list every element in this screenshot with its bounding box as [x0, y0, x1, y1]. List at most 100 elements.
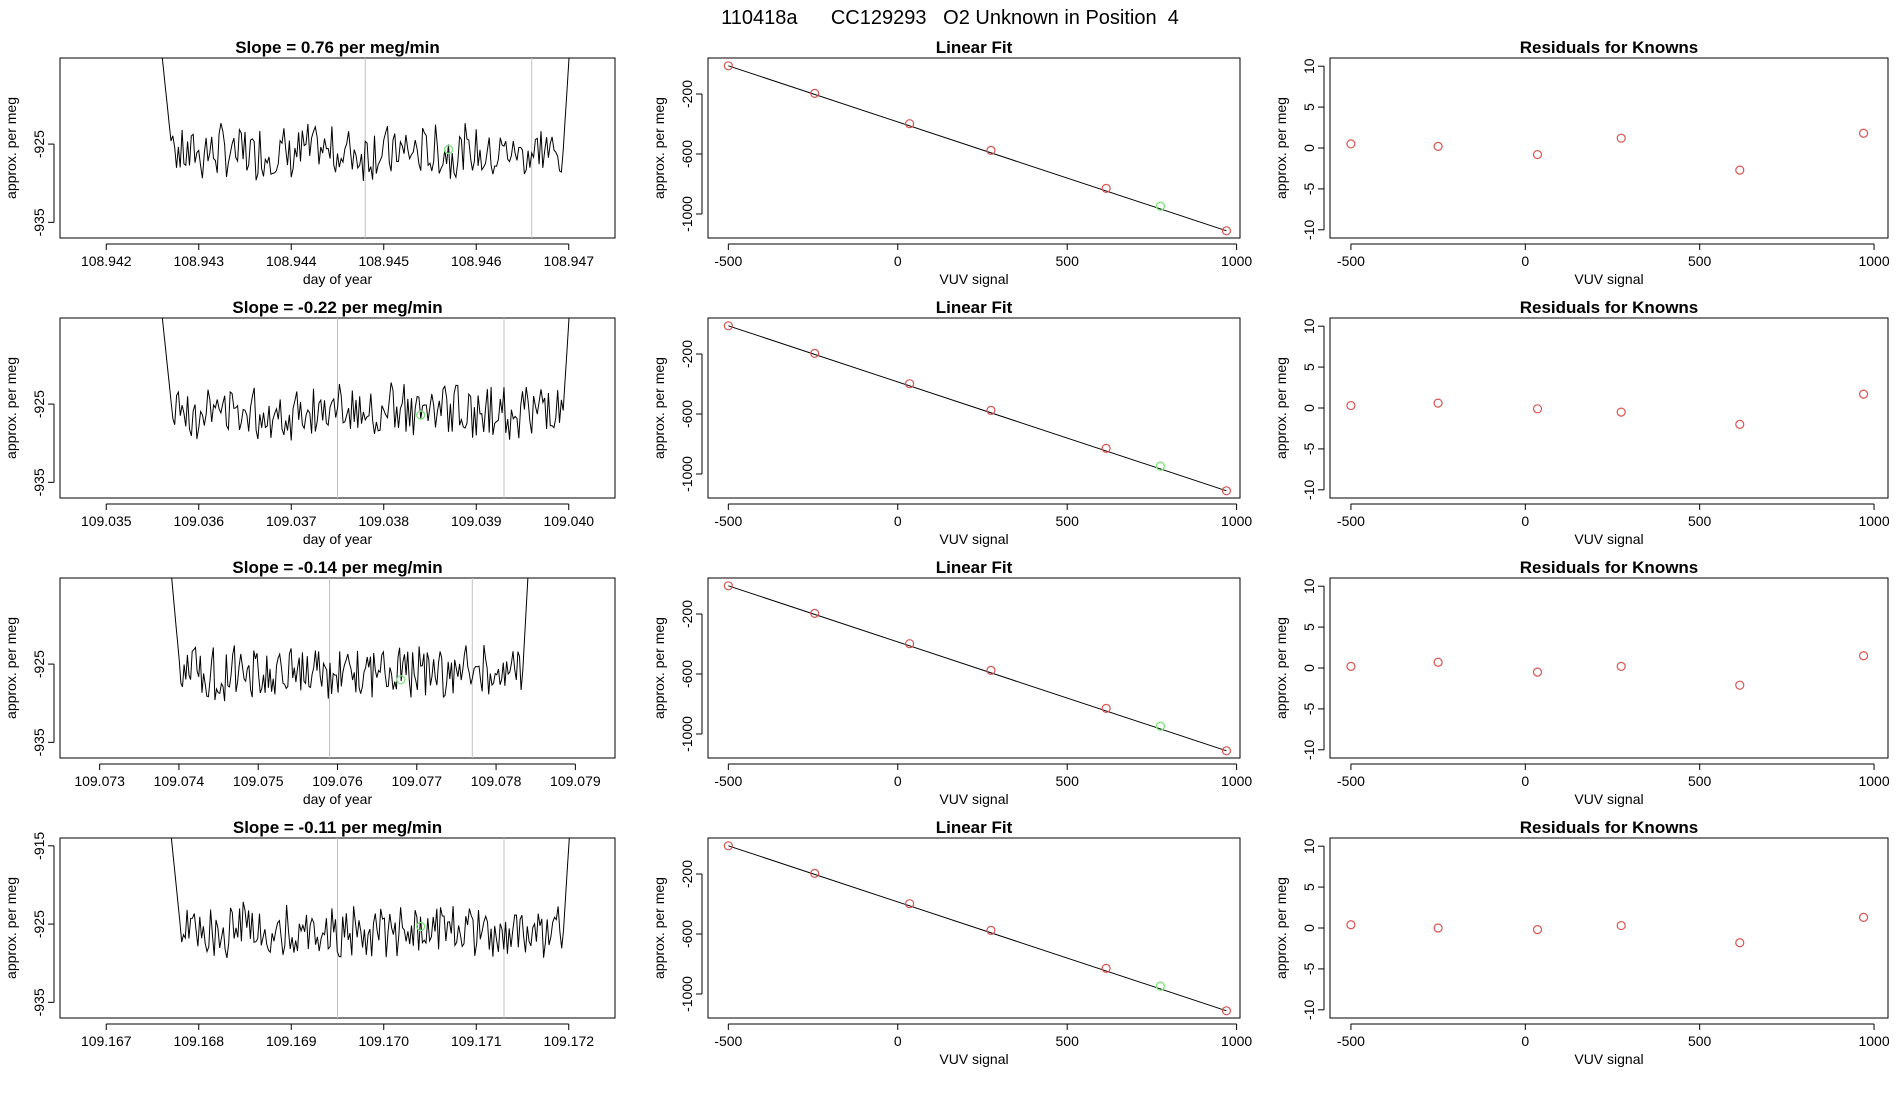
x-tick-label: 1000	[1858, 513, 1889, 529]
plot-area	[723, 61, 1232, 236]
y-tick-label: -600	[679, 400, 695, 428]
y-tick-label: -925	[31, 650, 47, 678]
residual-point	[1532, 925, 1543, 935]
known-point	[1101, 443, 1111, 453]
known-point	[986, 145, 996, 155]
plot-frame	[707, 317, 1241, 499]
known-point	[986, 665, 996, 676]
signal-trace	[171, 578, 529, 702]
panel-r2-c0: Slope = -0.14 per meg/min 109.073 109.074 1…	[3, 558, 616, 807]
x-tick-label: 500	[1688, 773, 1712, 789]
residual-point	[1346, 661, 1356, 671]
x-tick-label: -500	[714, 513, 742, 529]
residual-point	[1735, 680, 1745, 690]
y-tick-label: -925	[31, 910, 47, 938]
fit-line	[728, 65, 1227, 232]
known-point	[1221, 1006, 1232, 1016]
plot-area	[1346, 389, 1869, 429]
x-tick-label: 0	[1521, 253, 1529, 269]
x-tick-label: 109.168	[173, 1033, 224, 1049]
x-tick-label: 109.039	[451, 513, 502, 529]
residual-point	[1433, 923, 1443, 933]
x-tick-label: 109.170	[358, 1033, 409, 1049]
plot-frame	[707, 837, 1241, 1019]
panel-r0-c1: Linear Fit -500 0 500 1000 -200 -600 -1000 VUV s…	[651, 38, 1252, 287]
plot-frame	[1329, 837, 1889, 1019]
y-axis-label: approx. per meg	[3, 877, 19, 979]
x-tick-label: 500	[1688, 1033, 1712, 1049]
x-axis-label: VUV signal	[1574, 271, 1643, 287]
panel-r0-c2: Residuals for Knowns -500 0 500 1000 10 5 0 -5 -1…	[1273, 38, 1890, 287]
figure-title: 110418a CC129293 O2 Unknown in Position …	[721, 7, 1179, 29]
unknown-point	[416, 921, 426, 932]
x-tick-label: 500	[1056, 773, 1080, 789]
y-tick-label: -935	[31, 468, 47, 496]
unknown-point	[1155, 721, 1166, 731]
y-tick-label: 5	[1301, 363, 1317, 371]
known-point	[723, 61, 733, 71]
known-point	[810, 868, 820, 879]
y-tick-label: -200	[679, 600, 695, 628]
known-point	[905, 379, 915, 389]
y-tick-label: 10	[1301, 578, 1317, 594]
known-point	[905, 119, 915, 129]
panel-title: Slope = -0.11 per meg/min	[233, 818, 442, 837]
panel-r0-c0: Slope = 0.76 per meg/min 108.942 108.943 10…	[3, 38, 616, 287]
x-tick-label: 109.040	[543, 513, 594, 529]
y-tick-label: 10	[1301, 58, 1317, 74]
x-tick-label: 500	[1056, 1033, 1080, 1049]
x-axis-label: day of year	[303, 531, 373, 547]
plot-frame	[707, 577, 1241, 759]
y-axis-label: approx. per meg	[1273, 97, 1289, 199]
unknown-point	[443, 144, 454, 155]
y-axis-label: approx. per meg	[1273, 617, 1289, 719]
residual-point	[1433, 141, 1443, 151]
x-tick-label: 109.169	[266, 1033, 317, 1049]
unknown-point	[1155, 201, 1166, 211]
known-point	[723, 841, 733, 851]
panel-title: Linear Fit	[936, 818, 1013, 837]
plot-area	[723, 581, 1232, 756]
panel-title: Linear Fit	[936, 558, 1013, 577]
y-axis-label: approx. per meg	[3, 97, 19, 199]
y-tick-label: -5	[1301, 962, 1317, 975]
known-point	[810, 348, 820, 358]
x-tick-label: 0	[894, 253, 902, 269]
x-tick-label: 109.078	[471, 773, 522, 789]
y-tick-label: -10	[1301, 219, 1317, 239]
y-tick-label: 5	[1301, 103, 1317, 111]
residual-point	[1616, 133, 1626, 143]
panel-title: Residuals for Knowns	[1520, 38, 1699, 57]
x-tick-label: 1000	[1221, 253, 1252, 269]
plot-area	[1346, 128, 1869, 175]
x-axis-label: VUV signal	[1574, 791, 1643, 807]
y-axis-label: approx. per meg	[1273, 877, 1289, 979]
plot-frame	[1329, 577, 1889, 759]
y-tick-label: -935	[31, 728, 47, 756]
known-point	[1221, 226, 1232, 236]
x-tick-label: 109.074	[154, 773, 205, 789]
y-tick-label: -200	[679, 860, 695, 888]
y-axis-label: approx. per meg	[651, 357, 667, 459]
y-tick-label: -915	[31, 832, 47, 860]
panel-r3-c1: Linear Fit -500 0 500 1000 -200 -600 -1000 VUV s…	[651, 818, 1252, 1067]
residual-point	[1735, 938, 1745, 948]
y-tick-label: -925	[31, 390, 47, 418]
residual-point	[1346, 139, 1356, 149]
x-tick-label: 0	[894, 773, 902, 789]
y-tick-label: -935	[31, 988, 47, 1016]
y-tick-label: 5	[1301, 623, 1317, 631]
x-tick-label: 109.073	[74, 773, 125, 789]
x-tick-label: 108.944	[266, 253, 317, 269]
y-axis-label: approx. per meg	[651, 97, 667, 199]
panel-r3-c0: Slope = -0.11 per meg/min 109.167 109.168 1…	[3, 818, 616, 1049]
residual-point	[1433, 398, 1443, 408]
plot-frame	[59, 577, 616, 759]
x-tick-label: 1000	[1858, 773, 1889, 789]
x-axis-label: VUV signal	[939, 531, 1008, 547]
x-tick-label: 109.077	[391, 773, 442, 789]
y-tick-label: -935	[31, 208, 47, 236]
x-axis-label: VUV signal	[939, 1051, 1008, 1067]
y-tick-label: -10	[1301, 739, 1317, 759]
